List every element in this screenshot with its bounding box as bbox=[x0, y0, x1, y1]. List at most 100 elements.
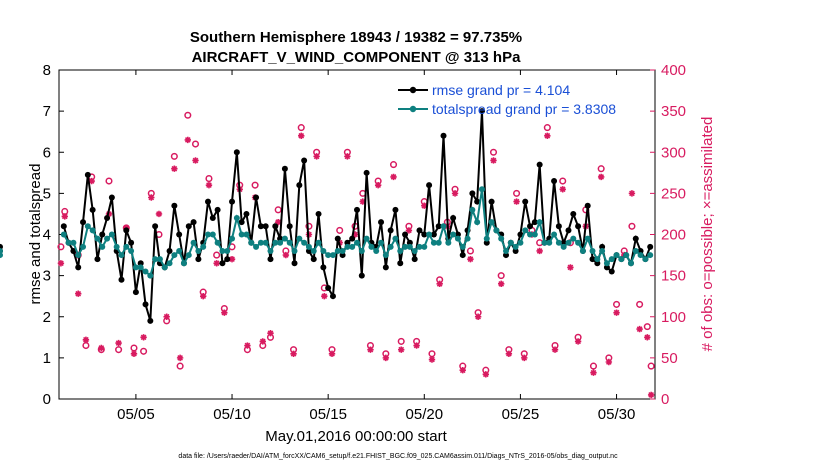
obs-assimilated-marker bbox=[482, 371, 490, 378]
totalspread-point bbox=[238, 231, 245, 238]
rmse-point bbox=[421, 231, 428, 238]
rmse-point bbox=[238, 219, 245, 226]
y-tick-label-right: 150 bbox=[661, 268, 686, 285]
rmse-point bbox=[469, 190, 476, 197]
rmse-point bbox=[430, 231, 437, 238]
totalspread-point bbox=[171, 252, 178, 259]
obs-assimilated-marker bbox=[597, 173, 605, 181]
rmse-point bbox=[512, 247, 519, 254]
totalspread-point bbox=[354, 239, 360, 246]
totalspread-point bbox=[147, 272, 154, 279]
y-tick-label-right: 50 bbox=[661, 350, 678, 367]
totalspread-point bbox=[560, 243, 567, 250]
obs-possible-marker bbox=[643, 323, 651, 331]
obs-possible-marker bbox=[636, 300, 644, 308]
totalspread-point bbox=[349, 243, 356, 250]
totalspread-point bbox=[551, 231, 558, 238]
obs-assimilated-marker bbox=[171, 165, 178, 172]
rmse-point bbox=[224, 256, 231, 263]
obs-assimilated-marker bbox=[636, 325, 643, 333]
legend-rmse-marker bbox=[409, 86, 417, 94]
rmse-point bbox=[488, 198, 495, 205]
totalspread-point bbox=[565, 239, 572, 246]
totalspread-point bbox=[233, 215, 240, 222]
rmse-point bbox=[301, 157, 308, 164]
totalspread-point bbox=[301, 239, 308, 246]
rmse-point bbox=[450, 215, 457, 222]
rmse-point bbox=[171, 202, 178, 209]
rmse-point bbox=[358, 272, 365, 279]
rmse-point bbox=[291, 260, 298, 267]
rmse-point bbox=[349, 235, 356, 242]
totalspread-point bbox=[80, 243, 87, 250]
totalspread-point bbox=[209, 231, 216, 238]
obs-assimilated-marker bbox=[451, 190, 459, 197]
obs-assimilated-marker bbox=[88, 177, 95, 185]
legend-rmse-label: rmse grand pr = 4.104 bbox=[432, 82, 570, 98]
rmse-point bbox=[387, 227, 394, 234]
rmse-point bbox=[344, 239, 351, 246]
rmse-point bbox=[267, 256, 274, 263]
obs-possible-marker bbox=[612, 300, 621, 308]
obs-assimilated-marker bbox=[513, 198, 520, 205]
y-axis-label-left: rmse and totalspread bbox=[27, 164, 44, 305]
obs-possible-marker bbox=[389, 161, 398, 169]
obs-assimilated-marker bbox=[490, 157, 497, 164]
totalspread-point bbox=[642, 256, 649, 263]
totalspread-point bbox=[262, 239, 269, 246]
x-tick-label: 05/05 bbox=[117, 406, 155, 423]
y-tick-label-left: 3 bbox=[43, 268, 51, 285]
totalspread-point bbox=[161, 264, 168, 271]
totalspread-point bbox=[618, 256, 625, 263]
obs-assimilated-marker bbox=[228, 255, 236, 263]
totalspread-point bbox=[132, 264, 139, 271]
obs-assimilated-marker bbox=[382, 354, 390, 362]
totalspread-point bbox=[632, 247, 639, 254]
rmse-point bbox=[536, 161, 543, 168]
rmse-point bbox=[527, 223, 534, 230]
obs-assimilated-marker bbox=[163, 313, 170, 320]
totalspread-point bbox=[257, 239, 264, 246]
rmse-point bbox=[483, 239, 490, 246]
rmse-point bbox=[137, 260, 144, 267]
rmse-point bbox=[608, 268, 615, 275]
obs-assimilated-marker bbox=[192, 157, 199, 164]
totalspread-point bbox=[166, 260, 173, 267]
totalspread-point bbox=[320, 247, 327, 254]
totalspread-point bbox=[329, 252, 336, 259]
rmse-point bbox=[555, 223, 562, 230]
totalspread-point bbox=[527, 231, 534, 238]
rmse-point bbox=[575, 223, 582, 230]
obs-assimilated-marker bbox=[328, 350, 336, 357]
rmse-point bbox=[104, 215, 111, 222]
totalspread-point bbox=[60, 231, 67, 238]
y-tick-label-right: 350 bbox=[661, 103, 686, 120]
obs-possible-marker bbox=[251, 181, 259, 189]
y-tick-label-left: 5 bbox=[43, 185, 51, 202]
obs-assimilated-marker bbox=[390, 173, 397, 181]
totalspread-point bbox=[108, 231, 115, 238]
rmse-point bbox=[565, 227, 572, 234]
totalspread-point bbox=[310, 247, 317, 254]
obs-assimilated-marker bbox=[590, 369, 597, 376]
obs-possible-marker bbox=[140, 347, 148, 355]
obs-assimilated-marker bbox=[61, 213, 68, 220]
obs-assimilated-marker bbox=[567, 264, 574, 271]
rmse-point bbox=[397, 260, 404, 267]
rmse-point bbox=[142, 301, 149, 308]
rmse-point bbox=[339, 252, 346, 259]
obs-assimilated-marker bbox=[274, 218, 282, 226]
totalspread-point bbox=[180, 260, 187, 267]
rmse-point bbox=[99, 231, 106, 238]
y-tick-label-right: 200 bbox=[661, 227, 686, 244]
obs-assimilated-marker bbox=[559, 186, 566, 193]
totalspread-point bbox=[464, 235, 471, 242]
totalspread-point bbox=[272, 239, 279, 246]
y-tick-label-left: 1 bbox=[43, 350, 51, 367]
totalspread-point bbox=[190, 239, 197, 246]
totalspread-point bbox=[84, 223, 91, 230]
rmse-point bbox=[205, 198, 211, 205]
totalspread-point bbox=[176, 247, 183, 254]
rmse-point bbox=[84, 171, 91, 178]
totalspread-point bbox=[570, 235, 577, 242]
